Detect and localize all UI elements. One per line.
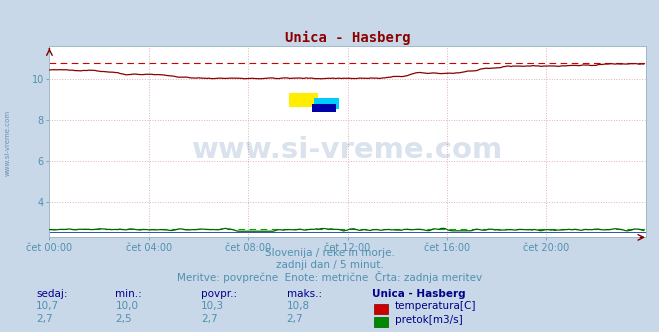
Text: maks.:: maks.:: [287, 289, 322, 299]
Bar: [312, 104, 335, 112]
Text: 2,7: 2,7: [287, 314, 303, 324]
Title: Unica - Hasberg: Unica - Hasberg: [285, 31, 411, 45]
Text: povpr.:: povpr.:: [201, 289, 237, 299]
Bar: [289, 93, 318, 107]
Text: www.si-vreme.com: www.si-vreme.com: [192, 135, 503, 164]
Text: Meritve: povprečne  Enote: metrične  Črta: zadnja meritev: Meritve: povprečne Enote: metrične Črta:…: [177, 271, 482, 283]
Text: zadnji dan / 5 minut.: zadnji dan / 5 minut.: [275, 260, 384, 270]
Text: Unica - Hasberg: Unica - Hasberg: [372, 289, 466, 299]
Text: temperatura[C]: temperatura[C]: [395, 301, 476, 311]
Text: 10,3: 10,3: [201, 301, 224, 311]
Text: Slovenija / reke in morje.: Slovenija / reke in morje.: [264, 248, 395, 258]
Text: sedaj:: sedaj:: [36, 289, 68, 299]
Text: 2,7: 2,7: [201, 314, 217, 324]
Text: 2,7: 2,7: [36, 314, 53, 324]
Text: 10,7: 10,7: [36, 301, 59, 311]
Text: 2,5: 2,5: [115, 314, 132, 324]
Text: 10,0: 10,0: [115, 301, 138, 311]
Bar: [314, 98, 339, 110]
Text: min.:: min.:: [115, 289, 142, 299]
Text: pretok[m3/s]: pretok[m3/s]: [395, 315, 463, 325]
Text: 10,8: 10,8: [287, 301, 310, 311]
Text: www.si-vreme.com: www.si-vreme.com: [5, 110, 11, 176]
